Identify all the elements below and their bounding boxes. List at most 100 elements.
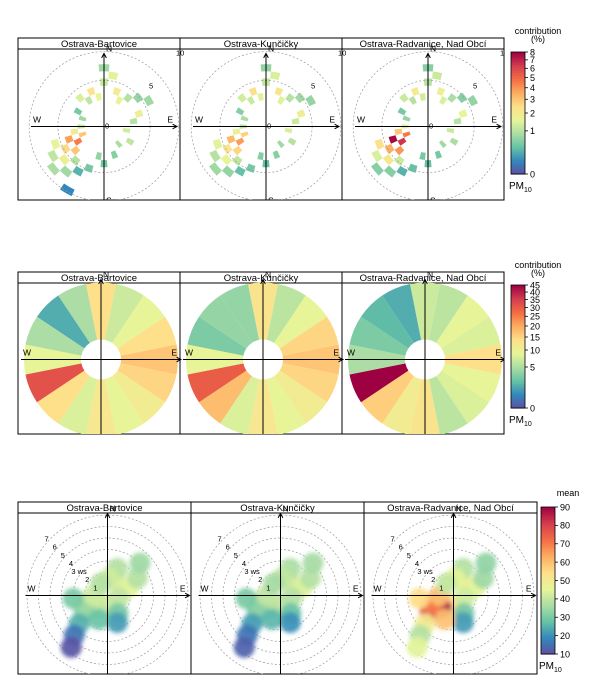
legend-tick-label: 4 bbox=[530, 83, 535, 93]
frequency-cell bbox=[399, 93, 409, 103]
surface-blob bbox=[129, 552, 151, 574]
legend-swatch bbox=[541, 558, 555, 562]
legend-tick-label: 10 bbox=[560, 649, 570, 659]
axis-ns-head bbox=[104, 512, 111, 519]
legend-tick-label: 45 bbox=[530, 280, 540, 290]
annulus-sector bbox=[436, 370, 490, 424]
legend-tick-label: 70 bbox=[560, 539, 570, 549]
frequency-cell bbox=[235, 107, 245, 116]
legend-pollutant-subscript: 10 bbox=[524, 421, 532, 428]
ring-label: 1 bbox=[93, 583, 97, 592]
frequency-cell bbox=[240, 115, 249, 122]
compass-north: N bbox=[456, 504, 462, 514]
annulus-sector bbox=[441, 316, 501, 356]
frequency-cell bbox=[436, 87, 446, 97]
legend-swatch bbox=[511, 58, 525, 61]
annulus-sector bbox=[58, 376, 98, 434]
legend-tick-label: 5 bbox=[530, 73, 535, 83]
legend-frame bbox=[510, 284, 526, 409]
frequency-cell bbox=[50, 138, 61, 150]
frequency-cell bbox=[232, 155, 243, 166]
frequency-cell bbox=[285, 93, 295, 103]
surface-blob bbox=[279, 612, 301, 634]
compass-south: S bbox=[110, 674, 116, 684]
axis-ew-head bbox=[172, 123, 179, 130]
annulus-sector bbox=[187, 316, 247, 356]
plot-area: N E S W bbox=[21, 272, 183, 434]
compass-east: E bbox=[526, 584, 532, 594]
panel-strip-title: Ostrava-Kunčičky bbox=[224, 273, 299, 284]
frequency-cell bbox=[394, 145, 405, 156]
panel-strip-title: Ostrava-Kunčičky bbox=[224, 39, 299, 50]
frequency-cell bbox=[370, 162, 384, 176]
frequency-cell bbox=[115, 96, 124, 105]
surface-blob bbox=[434, 608, 456, 630]
annulus-sector bbox=[220, 283, 260, 343]
legend-swatch bbox=[541, 526, 555, 530]
frequency-cell bbox=[408, 96, 417, 105]
surface-blob bbox=[436, 573, 458, 595]
legend-pollutant-name: PM bbox=[539, 661, 554, 672]
compass-south: S bbox=[283, 674, 289, 684]
legend-swatch bbox=[541, 605, 555, 609]
legend-swatch bbox=[511, 143, 525, 147]
legend-swatch bbox=[541, 600, 555, 604]
ring-label: 0 bbox=[429, 122, 433, 131]
legend-swatch bbox=[511, 326, 525, 329]
legend-swatch bbox=[511, 332, 525, 335]
frequency-cell bbox=[59, 183, 75, 197]
compass-west: W bbox=[28, 584, 36, 594]
legend-swatch bbox=[511, 141, 525, 145]
legend-swatch bbox=[511, 153, 525, 157]
legend-tick-label: 8 bbox=[530, 47, 535, 57]
frequency-cell bbox=[467, 94, 479, 107]
ring-label: 0 bbox=[105, 122, 109, 131]
axis-ns-head bbox=[101, 52, 107, 59]
frequency-cell bbox=[291, 117, 300, 125]
legend-swatch bbox=[511, 94, 525, 98]
frequency-cell bbox=[115, 140, 123, 149]
surface-blob bbox=[235, 588, 257, 610]
compass-south: S bbox=[265, 436, 271, 446]
axis-ew-head bbox=[357, 592, 364, 599]
surface-blob bbox=[454, 586, 476, 608]
legend-swatch bbox=[511, 80, 525, 84]
legend-tick-label: 30 bbox=[560, 613, 570, 623]
ring-label: 6 bbox=[53, 543, 57, 552]
ring-label: 5 bbox=[149, 82, 153, 91]
legend-swatch bbox=[541, 524, 555, 528]
panel-frame bbox=[363, 501, 538, 675]
legend-swatch bbox=[541, 568, 555, 572]
compass-north: N bbox=[265, 270, 271, 280]
surface-blob bbox=[62, 588, 84, 610]
frequency-cell bbox=[407, 163, 418, 173]
legend-swatch bbox=[541, 631, 555, 635]
compass-west: W bbox=[357, 115, 365, 125]
surface-blob bbox=[302, 552, 324, 574]
surface-blob bbox=[263, 573, 285, 595]
plot-area: N E S W bbox=[183, 270, 345, 446]
frequency-cell bbox=[394, 128, 403, 136]
chart-polar-frequency: Ostrava-BartoviceNESW0510Ostrava-Kunčičk… bbox=[17, 37, 505, 201]
ring-label: 3 ws bbox=[417, 567, 433, 576]
frequency-cell bbox=[284, 128, 293, 134]
frequency-cell bbox=[122, 128, 131, 134]
ring-label: 5 bbox=[311, 82, 315, 91]
legend-swatch bbox=[541, 590, 555, 594]
panel-frame bbox=[341, 37, 505, 201]
legend-swatch bbox=[541, 619, 555, 623]
compass-east: E bbox=[333, 348, 339, 358]
chart-polar-annulus: Ostrava-BartoviceNESWOstrava-KunčičkyNES… bbox=[17, 270, 505, 446]
legend-swatch bbox=[511, 309, 525, 313]
frequency-cell bbox=[226, 135, 236, 144]
legend-swatch bbox=[541, 582, 555, 586]
legend-swatch bbox=[541, 614, 555, 618]
panel-strip-title: Ostrava-Bartovice bbox=[66, 503, 142, 514]
legend-swatch bbox=[511, 84, 525, 88]
legend-swatch bbox=[541, 629, 555, 633]
frequency-cell bbox=[449, 137, 459, 146]
surface-blob bbox=[90, 573, 112, 595]
frequency-cell bbox=[419, 93, 426, 101]
